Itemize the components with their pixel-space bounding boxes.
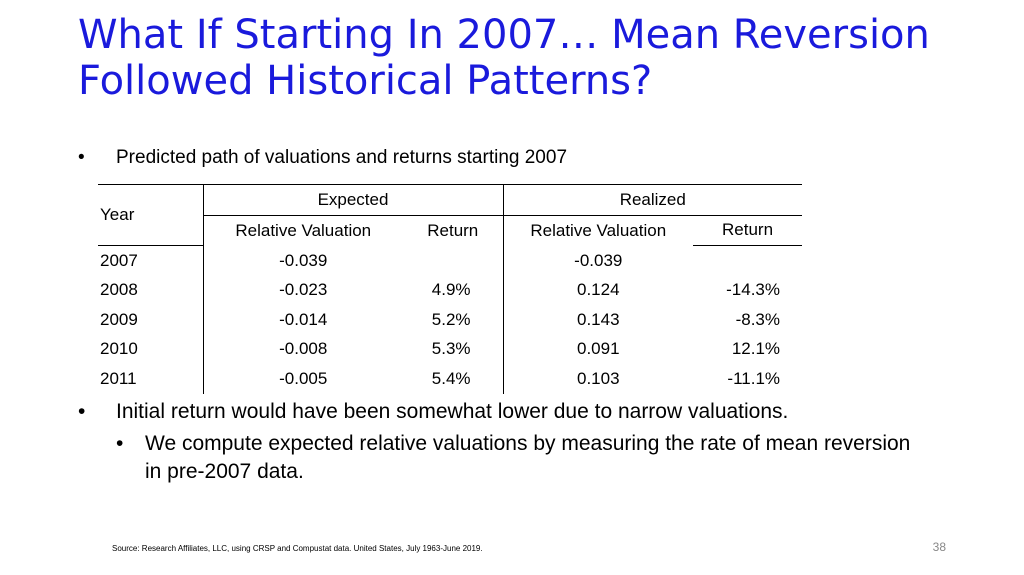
expected-rel-val-cell: -0.005 xyxy=(202,364,403,394)
expected-rel-val-cell: -0.023 xyxy=(202,275,403,305)
year-header: Year xyxy=(98,184,203,246)
expected-rel-val-cell: -0.039 xyxy=(202,245,403,276)
realized-return-cell: -8.3% xyxy=(735,309,781,329)
realized-rel-val-cell: 0.143 xyxy=(502,305,694,335)
realized-rel-val-header: Relative Valuation xyxy=(502,215,694,246)
expected-return-cell: 4.9% xyxy=(431,280,471,300)
realized-return-cell: -14.3% xyxy=(726,280,781,300)
realized-rel-val-cell: 0.103 xyxy=(502,364,694,394)
realized-header: Realized xyxy=(502,184,803,216)
table-row: 2007 -0.039 -0.039 xyxy=(98,245,802,276)
table-header-row: Year Expected Realized xyxy=(98,184,803,246)
expected-return-header: Return xyxy=(403,214,504,246)
source-note: Source: Research Affiliates, LLC, using … xyxy=(112,544,483,553)
year-cell: 2009 xyxy=(100,309,138,329)
table-subheader-row: Relative Valuation Return Relative Valua… xyxy=(98,214,803,246)
table-row: 2008 -0.023 4.9% 0.124 -14.3% xyxy=(98,275,802,305)
bullet-icon: • xyxy=(116,432,124,455)
bullet-text: Predicted path of valuations and returns… xyxy=(116,147,568,168)
bullet-text: We compute expected relative valuations … xyxy=(145,432,911,483)
realized-rel-val-cell: 0.124 xyxy=(502,275,694,305)
expected-rel-val-cell: -0.008 xyxy=(202,334,403,364)
realized-return-cell: -11.1% xyxy=(727,368,781,388)
realized-return-cell: 12.1% xyxy=(731,339,781,359)
realized-rel-val-cell: -0.039 xyxy=(502,245,694,276)
year-cell: 2011 xyxy=(100,368,137,388)
valuation-table: Year Expected Realized Relative Valuatio… xyxy=(98,184,803,394)
table-row: 2009 -0.014 5.2% 0.143 -8.3% xyxy=(98,305,802,335)
expected-header: Expected xyxy=(202,184,504,215)
realized-return-cell xyxy=(693,246,802,276)
table-row: 2010 -0.008 5.3% 0.091 12.1% xyxy=(98,334,802,364)
realized-rel-val-cell: 0.091 xyxy=(502,334,694,364)
year-cell: 2008 xyxy=(100,280,138,300)
year-cell: 2010 xyxy=(100,339,138,359)
realized-return-header: Return xyxy=(693,215,803,246)
page-number: 38 xyxy=(932,540,946,554)
expected-rel-val-cell: -0.014 xyxy=(202,305,403,335)
expected-return-cell: 5.4% xyxy=(431,368,471,388)
bullet-icon: • xyxy=(78,400,86,423)
expected-return-cell xyxy=(403,246,503,276)
table-row: 2011 -0.005 5.4% 0.103 -11.1% xyxy=(98,364,802,394)
expected-rel-val-header: Relative Valuation xyxy=(202,214,403,246)
slide-title: What If Starting In 2007… Mean Reversion… xyxy=(78,12,930,104)
year-cell: 2007 xyxy=(98,245,203,276)
expected-return-cell: 5.2% xyxy=(431,309,471,329)
expected-return-cell: 5.3% xyxy=(431,339,471,359)
bullet-icon: • xyxy=(78,147,85,168)
bullet-text: Initial return would have been somewhat … xyxy=(116,400,789,423)
